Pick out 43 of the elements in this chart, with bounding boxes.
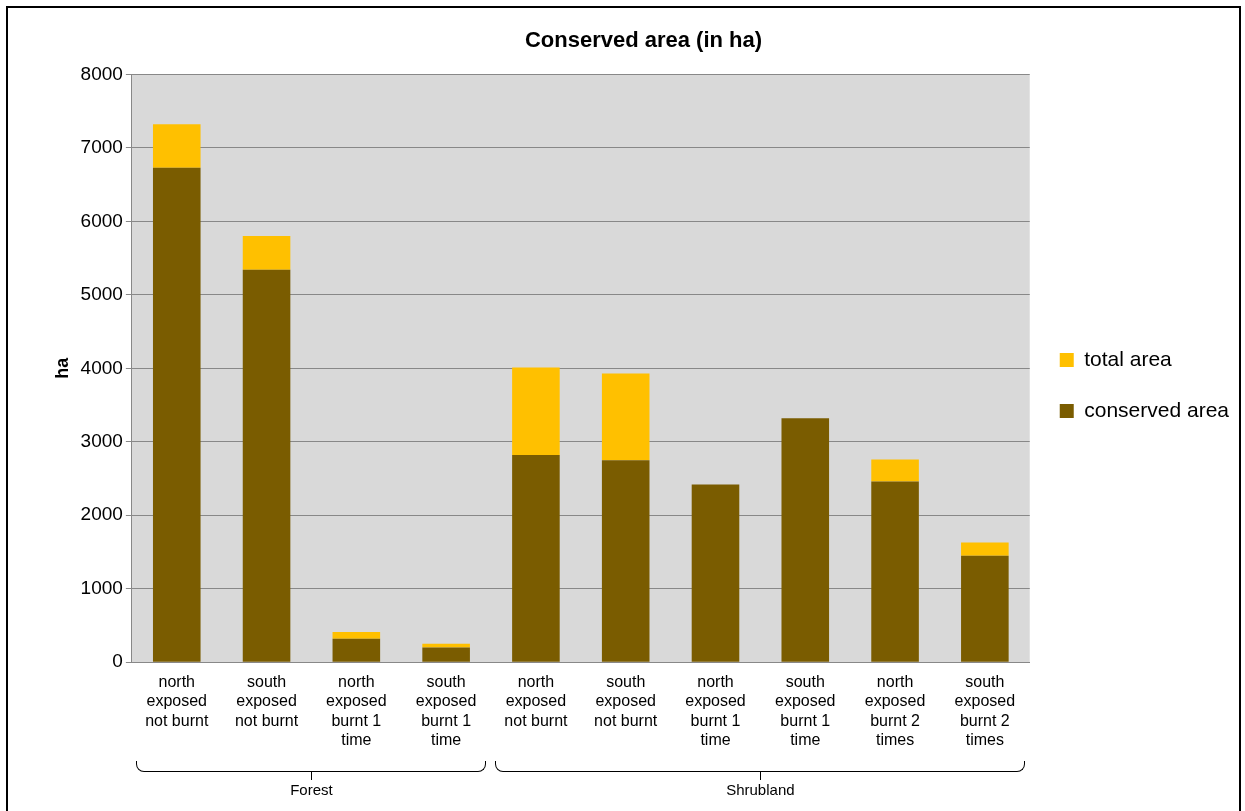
bar	[422, 647, 470, 662]
bar	[691, 484, 740, 662]
bar	[601, 373, 650, 461]
x-tick-label: south exposed burnt 1 time	[775, 673, 836, 748]
y-tick-label: 0	[112, 650, 123, 672]
bar	[871, 481, 919, 662]
text: Shrubland	[726, 781, 795, 798]
x-tick-label: north exposed not burnt	[145, 673, 209, 729]
x-tick-label: south exposed not burnt	[594, 673, 658, 729]
bar	[332, 638, 381, 662]
text: Forest	[290, 781, 333, 798]
bar	[152, 124, 201, 168]
x-tick-label: north exposed burnt 1 time	[685, 673, 746, 748]
x-tick-label: north exposed burnt 2 times	[864, 673, 926, 748]
y-tick-label: 3000	[80, 430, 123, 452]
x-tick-label: north exposed not burnt	[504, 673, 569, 729]
x-tick-label: north exposed burnt 1 time	[326, 673, 387, 748]
bar	[242, 236, 291, 270]
x-tick-label: south exposed burnt 2 times	[954, 673, 1016, 748]
y-tick-label: 1000	[80, 576, 123, 598]
y-tick-label: 2000	[80, 503, 123, 525]
y-tick-label: 8000	[80, 62, 123, 84]
x-tick-label: south exposed not burnt	[234, 673, 299, 729]
legend-label: total area	[1084, 346, 1173, 370]
legend-label: conserved area	[1084, 397, 1230, 421]
bar	[422, 643, 470, 648]
bar	[961, 542, 1009, 556]
y-tick-label: 4000	[80, 356, 123, 378]
y-tick-label: 6000	[80, 209, 123, 231]
bar	[332, 632, 381, 639]
y-axis-title: ha	[51, 356, 72, 379]
bar	[601, 460, 650, 662]
bar	[512, 455, 560, 662]
chart-title: Conserved area (in ha)	[524, 27, 763, 53]
bar	[871, 459, 919, 482]
bar	[961, 555, 1009, 662]
bar	[242, 269, 291, 662]
bar	[152, 167, 201, 662]
bar	[512, 367, 560, 455]
x-tick-label: south exposed burnt 1 time	[415, 673, 477, 748]
y-tick-label: 5000	[80, 283, 123, 305]
y-tick-label: 7000	[80, 136, 123, 158]
bar	[781, 418, 830, 662]
